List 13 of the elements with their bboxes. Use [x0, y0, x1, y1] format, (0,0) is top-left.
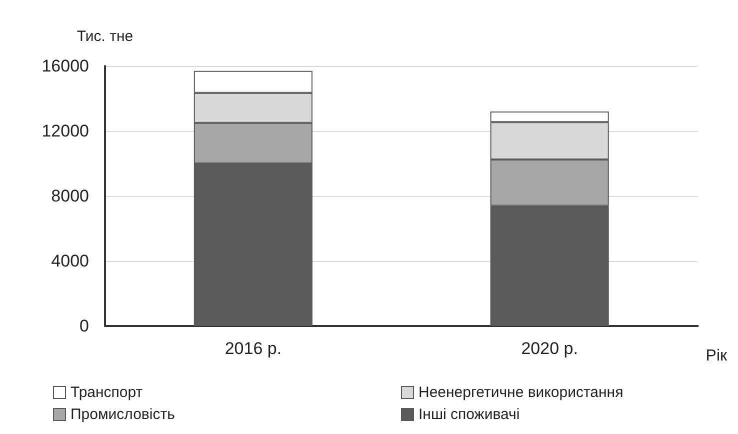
- y-tick-label: 0: [80, 316, 89, 336]
- y-tick-label: 12000: [42, 122, 89, 140]
- y-tick-label: 4000: [51, 252, 89, 270]
- y-axis-title: Тис. тне: [76, 28, 134, 45]
- y-tick-label: 16000: [42, 56, 89, 76]
- legend-label: Транспорт: [70, 384, 143, 401]
- legend-label: Промисловість: [70, 406, 176, 423]
- y-tick-label: 8000: [51, 186, 89, 206]
- legend-label: Неенергетичне використання: [418, 384, 624, 401]
- legend-label: Інші споживачі: [418, 406, 520, 423]
- x-tick-label: 2016 р.: [224, 339, 282, 358]
- x-tick-label: 2020 р.: [521, 339, 578, 358]
- x-axis-title: Рік: [706, 348, 728, 364]
